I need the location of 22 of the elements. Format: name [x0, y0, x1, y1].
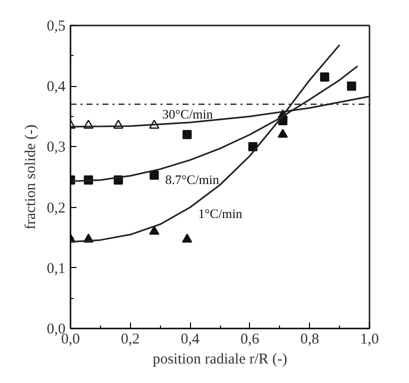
y-tick-label: 0,5 — [46, 18, 66, 34]
x-tick-label: 0,4 — [180, 332, 200, 348]
point — [278, 128, 288, 138]
point — [149, 226, 160, 235]
annotation: 8.7°C/min — [165, 172, 220, 187]
x-tick-label: 0,6 — [240, 332, 260, 348]
y-axis-title: fraction solide (-) — [22, 124, 39, 230]
y-tick-label: 0,2 — [46, 200, 66, 216]
point — [150, 170, 159, 180]
x-tick-label: 0,2 — [120, 332, 140, 348]
point — [182, 234, 192, 243]
y-tick-label: 0,4 — [46, 79, 66, 96]
point — [182, 130, 192, 140]
x-axis-title: position radiale r/R (-) — [152, 352, 288, 368]
y-tick-label: 0,1 — [46, 260, 66, 277]
annotation: 1°C/min — [198, 206, 243, 221]
x-tick-label: 1,0 — [360, 332, 379, 348]
y-tick-label: 0,3 — [46, 140, 66, 156]
x-tick-label: 0,8 — [300, 332, 320, 348]
point — [320, 72, 330, 82]
point — [346, 82, 356, 91]
annotation: 30°C/min — [162, 106, 214, 122]
